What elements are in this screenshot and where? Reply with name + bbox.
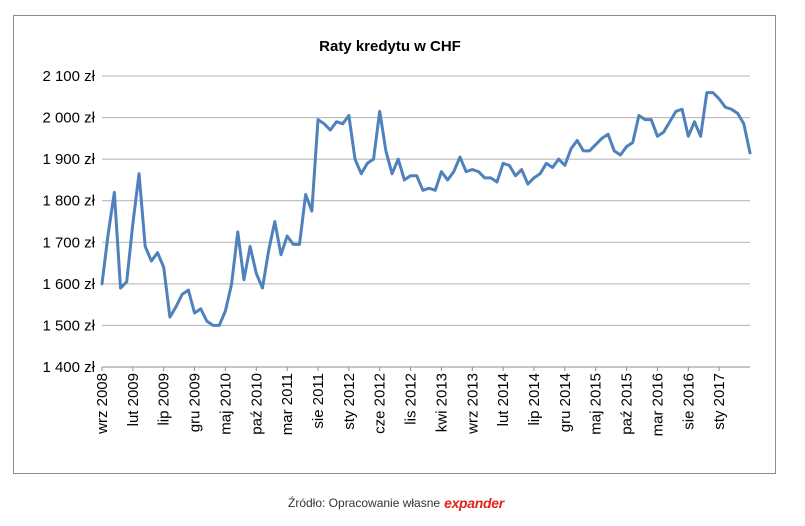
x-tick-label: cze 2012 [372,373,389,434]
x-tick-label: gru 2014 [557,373,574,432]
source-text: Źródło: Opracowanie własne [288,496,441,510]
x-tick-label: sie 2016 [680,373,697,430]
x-tick-label: maj 2015 [588,373,605,435]
x-tick-label: sie 2011 [310,373,327,429]
x-tick-label: lip 2009 [156,373,173,426]
x-tick-label: mar 2011 [279,373,296,435]
y-tick-label: 1 900 zł [42,151,95,168]
line-chart: Raty kredytu w CHF 1 400 zł 1 500 zł 1 600… [42,38,752,436]
y-tick-label: 1 700 zł [42,234,95,251]
x-tick-label: mar 2016 [649,373,666,436]
x-tick-label: lip 2014 [526,373,543,426]
x-tick-label: paź 2015 [619,373,636,435]
y-tick-label: 2 100 zł [42,68,95,85]
y-tick-label: 1 400 zł [42,359,95,376]
x-tick-label: lis 2012 [403,373,420,425]
y-tick-label: 1 800 zł [42,193,95,210]
source-note: Źródło: Opracowanie własne expander [288,492,504,514]
expander-logo: expander [444,495,504,511]
chart-area: Raty kredytu w CHF 1 400 zł 1 500 zł 1 600… [13,15,776,474]
x-tick-label: wrz 2013 [464,373,481,435]
x-tick-label: sty 2017 [711,373,728,430]
x-tick-label: gru 2009 [187,373,204,432]
x-tick-label: paź 2010 [248,373,265,435]
y-tick-label: 1 600 zł [42,276,95,293]
x-tick-label: lut 2009 [125,373,142,426]
x-tick-label: lut 2014 [495,373,512,426]
series-line [100,91,752,327]
x-tick-label: sty 2012 [341,373,358,430]
x-tick-label: wrz 2008 [94,373,111,435]
x-tick-label: kwi 2013 [433,373,450,432]
y-tick-label: 1 500 zł [42,317,95,334]
x-tick-label: maj 2010 [217,373,234,435]
y-tick-label: 2 000 zł [42,110,95,127]
chart-title: Raty kredytu w CHF [319,38,461,55]
